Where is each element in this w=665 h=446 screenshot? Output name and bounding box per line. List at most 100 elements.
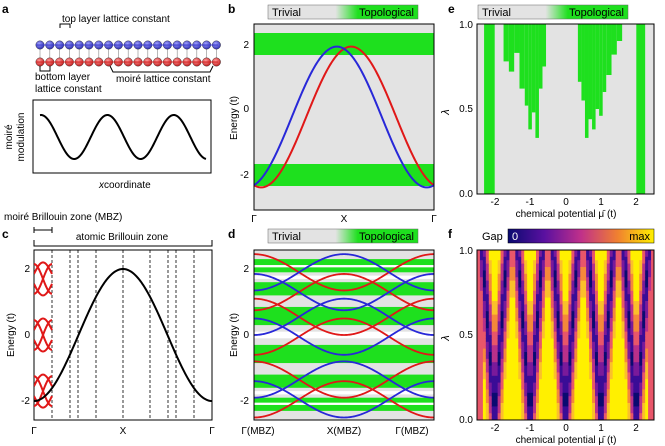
heatmap-cell: [547, 392, 552, 397]
heatmap-cell: [533, 297, 537, 302]
band-curve: [254, 273, 434, 312]
heatmap-cell: [621, 413, 625, 417]
heatmap-cell: [506, 301, 510, 305]
topo-region: [606, 24, 612, 75]
heatmap-cell: [506, 318, 510, 322]
heatmap-cell: [538, 324, 543, 329]
heatmap-cell: [533, 321, 537, 326]
heatmap-cell: [565, 263, 569, 268]
bottom-layer-label-2: lattice constant: [35, 84, 102, 95]
heatmap-cell: [527, 341, 531, 346]
panel-c-folded-bands-bottom: [34, 373, 53, 409]
heatmap-cell: [600, 382, 605, 387]
heatmap-cell: [580, 304, 584, 309]
heatmap-cell: [612, 324, 617, 329]
heatmap-cell: [624, 331, 628, 336]
heatmap-cell: [509, 311, 513, 315]
heatmap-cell: [592, 369, 596, 373]
heatmap-cell: [606, 294, 611, 298]
heatmap-cell: [574, 301, 578, 305]
heatmap-cell: [524, 324, 528, 329]
heatmap-cell: [538, 406, 543, 411]
heatmap-cell: [597, 413, 602, 417]
heatmap-cell: [615, 406, 619, 411]
heatmap-cell: [606, 277, 611, 281]
heatmap-cell: [606, 352, 611, 356]
heatmap-cell: [524, 345, 528, 349]
heatmap-cell: [583, 386, 587, 390]
heatmap-cell: [615, 311, 619, 315]
heatmap-cell: [580, 389, 584, 394]
heatmap-cell: [642, 341, 646, 346]
heatmap-cell: [615, 392, 619, 397]
heatmap-cell: [479, 335, 484, 339]
heatmap-cell: [538, 382, 543, 387]
heatmap-cell: [612, 267, 617, 271]
heatmap-cell: [571, 369, 575, 373]
heatmap-cell: [583, 277, 587, 281]
heatmap-cell: [651, 331, 655, 336]
heatmap-cell: [518, 386, 522, 390]
heatmap-cell: [530, 379, 534, 383]
heatmap-cell: [530, 392, 534, 397]
heatmap-cell: [565, 256, 569, 261]
heatmap-cell: [518, 403, 522, 407]
heatmap-cell: [497, 406, 501, 411]
heatmap-cell: [642, 301, 646, 305]
heatmap-cell: [568, 307, 572, 312]
heatmap-cell: [479, 331, 484, 336]
heatmap-cell: [642, 338, 646, 343]
heatmap-cell: [477, 270, 481, 275]
heatmap-cell: [648, 352, 652, 356]
heatmap-cell: [615, 358, 619, 363]
heatmap-cell: [497, 352, 501, 356]
heatmap-cell: [530, 304, 534, 309]
heatmap-cell: [553, 382, 558, 387]
heatmap-cell: [586, 399, 590, 404]
heatmap-cell: [485, 321, 490, 326]
heatmap-cell: [606, 362, 611, 366]
heatmap-cell: [524, 396, 528, 400]
heatmap-cell: [488, 294, 493, 298]
heatmap-cell: [530, 345, 534, 349]
heatmap-cell: [592, 379, 596, 383]
panel-d-ytick-m2: -2: [240, 396, 249, 407]
heatmap-cell: [506, 277, 510, 281]
heatmap-cell: [586, 284, 590, 288]
panel-c-mbz-dividers: [51, 250, 195, 420]
heatmap-cell: [627, 345, 631, 349]
heatmap-cell: [580, 379, 584, 383]
heatmap-cell: [597, 314, 602, 319]
heatmap-cell: [595, 355, 599, 360]
heatmap-cell: [544, 409, 549, 414]
heatmap-cell: [488, 392, 493, 397]
heatmap-cell: [527, 284, 531, 288]
heatmap-cell: [500, 318, 504, 322]
heatmap-cell: [577, 294, 581, 298]
panel-a-ylabel-2: modulation: [16, 113, 27, 162]
heatmap-cell: [609, 301, 614, 305]
heatmap-cell: [556, 358, 560, 363]
heatmap-cell: [479, 277, 484, 281]
heatmap-cell: [615, 280, 619, 285]
heatmap-cell: [618, 307, 622, 312]
heatmap-cell: [491, 338, 496, 343]
heatmap-cell: [633, 307, 637, 312]
heatmap-cell: [477, 253, 481, 258]
heatmap-cell: [515, 348, 519, 353]
heatmap-cell: [494, 307, 499, 312]
heatmap-cell: [488, 256, 493, 261]
heatmap-cell: [509, 365, 513, 370]
heatmap-cell: [606, 273, 611, 278]
heatmap-cell: [630, 372, 634, 377]
heatmap-cell: [556, 399, 560, 404]
heatmap-cell: [595, 328, 599, 332]
heatmap-cell: [624, 328, 628, 332]
heatmap-cell: [630, 396, 634, 400]
heatmap-cell: [645, 304, 649, 309]
heatmap-cell: [512, 399, 516, 404]
heatmap-cell: [580, 301, 584, 305]
heatmap-cell: [633, 369, 637, 373]
heatmap-cell: [530, 335, 534, 339]
heatmap-cell: [597, 294, 602, 298]
